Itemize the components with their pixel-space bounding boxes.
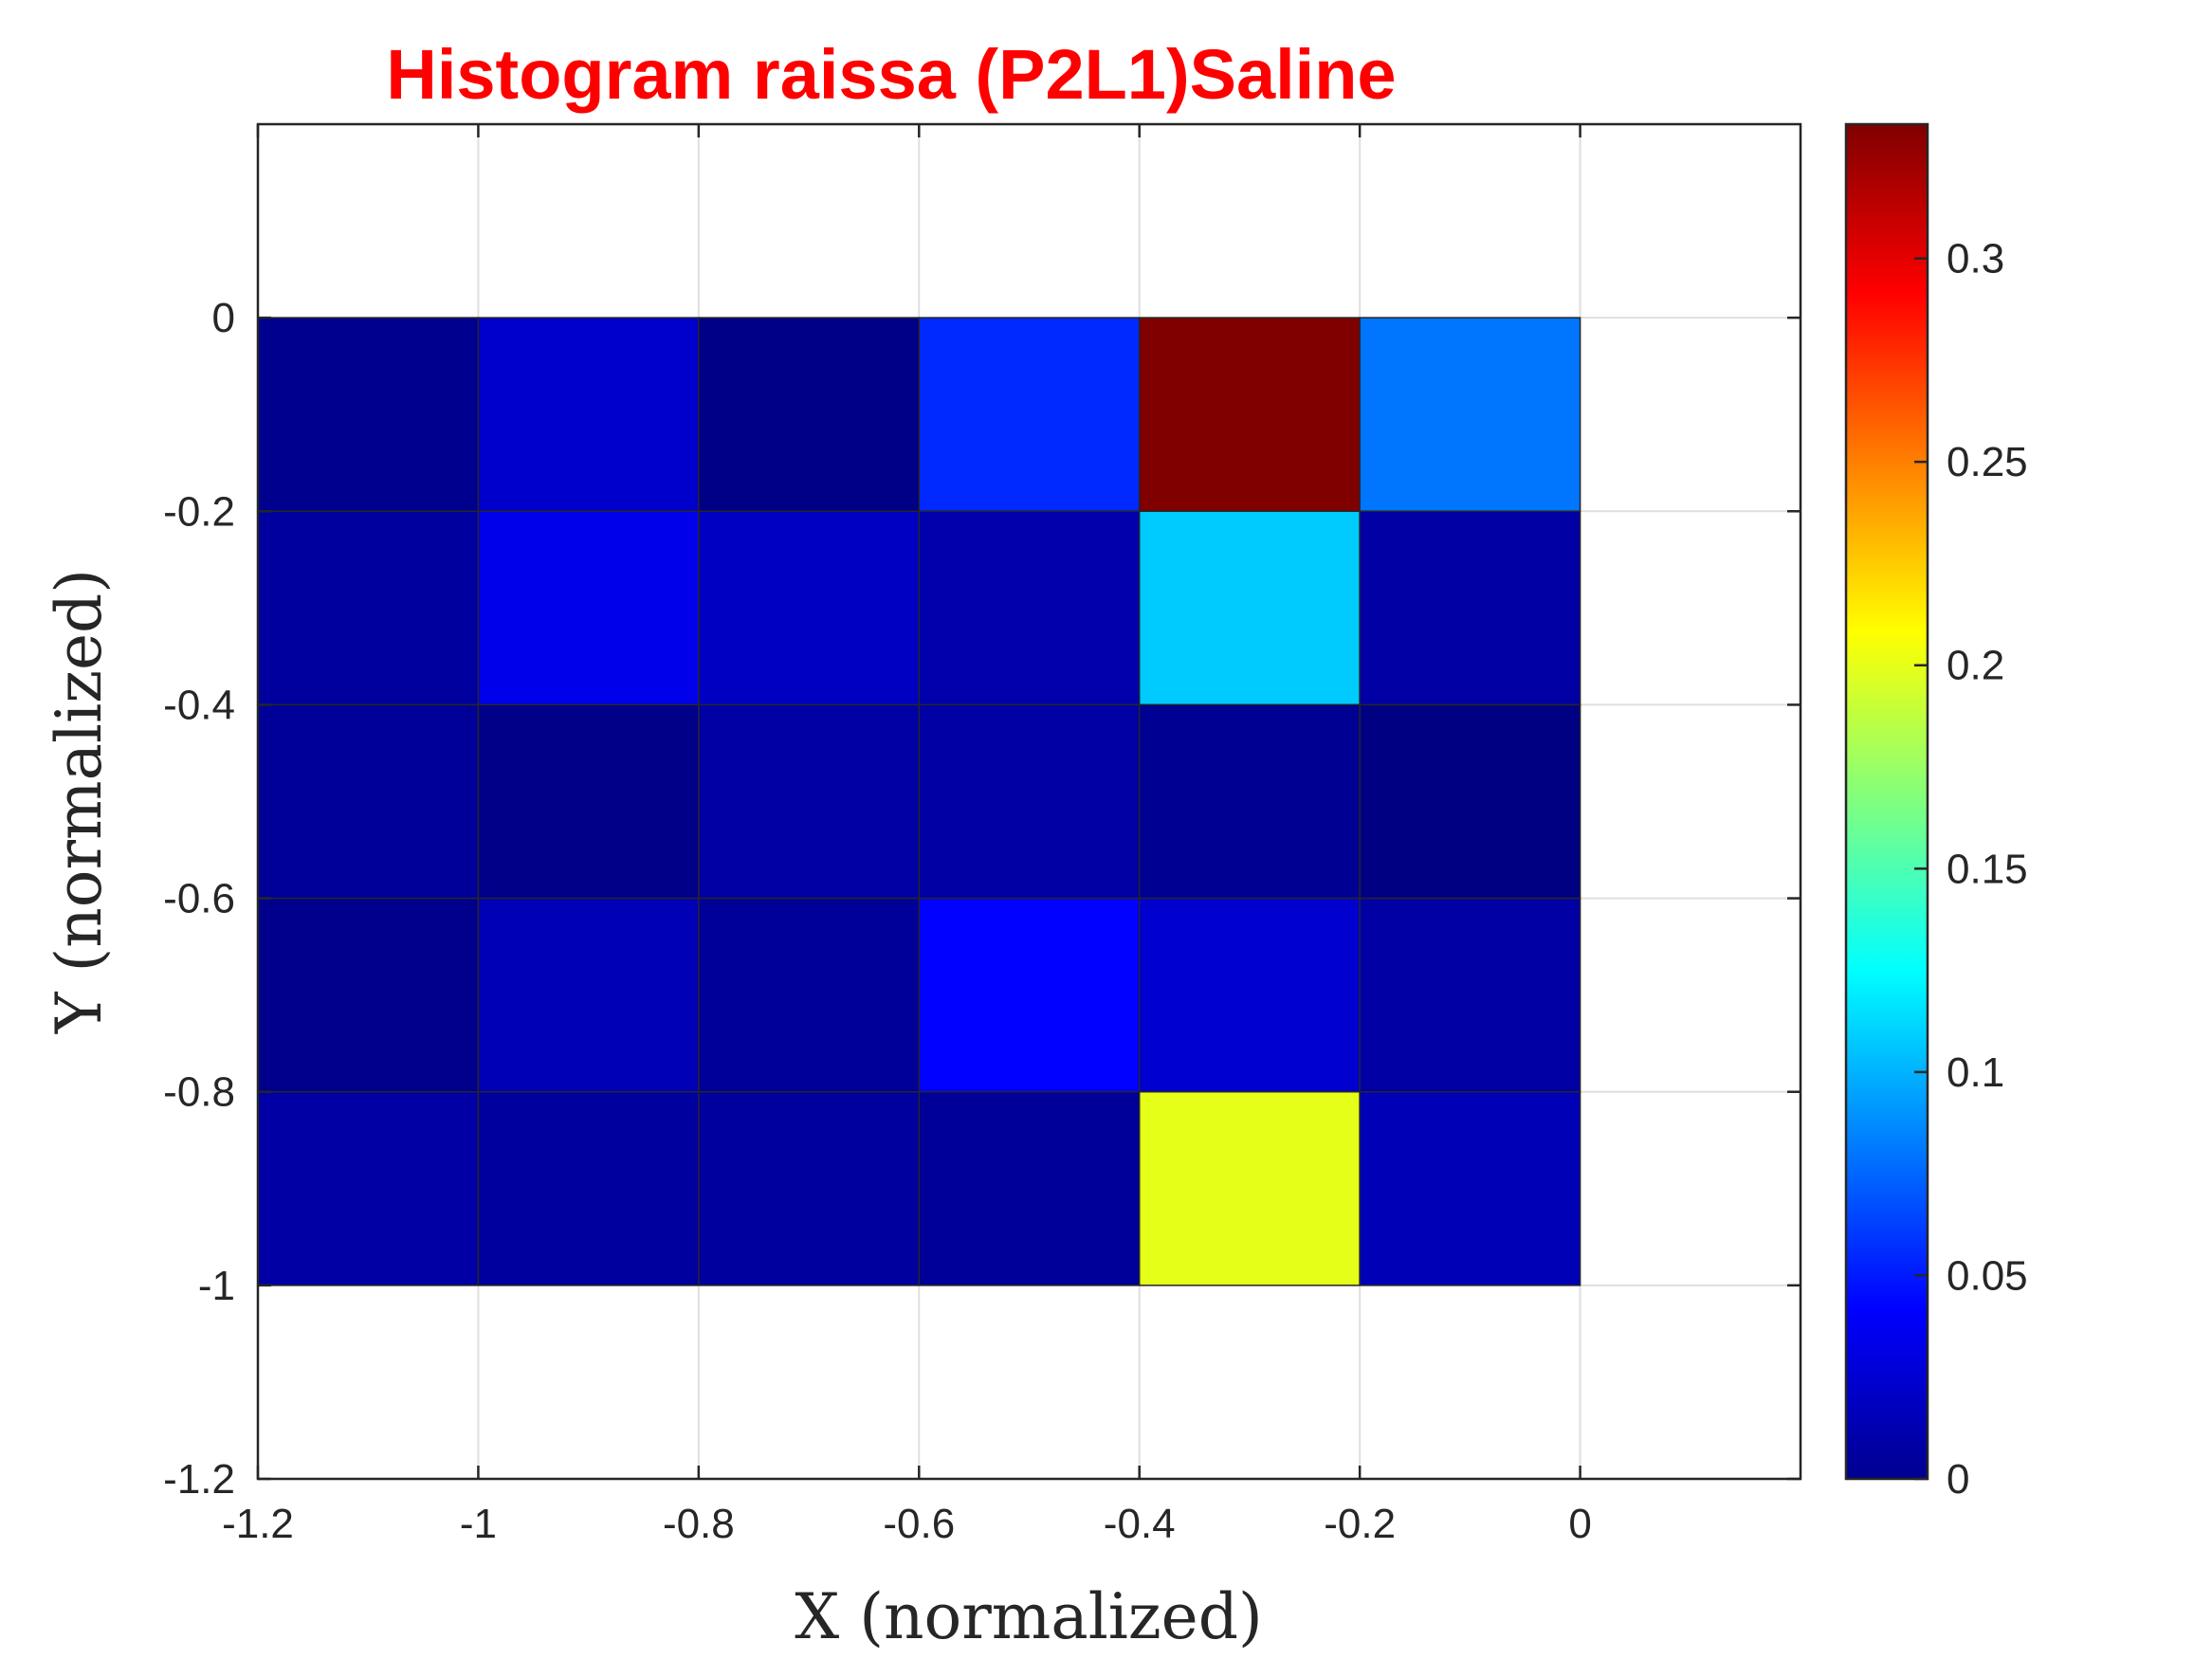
x-tick-label: -0.4 [1104, 1501, 1176, 1547]
heatmap-cell [698, 510, 921, 706]
heatmap-cell [257, 703, 480, 900]
heatmap-cell [918, 1090, 1141, 1286]
heatmap-cell [918, 317, 1141, 513]
plot-frame [256, 122, 1802, 1481]
colorbar-tick-label: 0.3 [1947, 236, 2004, 283]
colorbar-tick-label: 0.05 [1947, 1252, 2028, 1299]
heatmap-cell [1359, 1090, 1581, 1286]
x-tick-label: 0 [1568, 1501, 1591, 1547]
colorbar-ticks: 0 0.05 0.1 0.15 0.2 0.25 0.3 [1914, 236, 2028, 1503]
heatmap-cell [1138, 897, 1361, 1093]
heatmap-cell [257, 897, 480, 1093]
colorbar-tick-label: 0.1 [1947, 1049, 2004, 1096]
heatmap-cell [698, 1090, 921, 1286]
y-tick-label: -1.2 [163, 1456, 235, 1503]
heatmap-cell [1138, 703, 1361, 900]
heatmap-cell [698, 703, 921, 900]
heatmap-cell [1359, 510, 1581, 706]
heatmap-cell [1359, 703, 1581, 900]
y-axis-label: Y (normalized) [43, 569, 116, 1034]
heatmap-cell [477, 510, 700, 706]
heatmap-cell [257, 510, 480, 706]
heatmap-cell [1138, 317, 1361, 513]
x-tick-label: -0.2 [1324, 1501, 1396, 1547]
y-tick-label: -0.6 [163, 876, 235, 922]
heatmap-cell [918, 510, 1141, 706]
x-tick-labels: -1.2 -1 -0.8 -0.6 -0.4 -0.2 0 [222, 1501, 1592, 1547]
heatmap-cell [1359, 317, 1581, 513]
y-tick-label: -0.8 [163, 1069, 235, 1116]
y-tick-labels: -1.2 -1 -0.8 -0.6 -0.4 -0.2 0 [163, 295, 235, 1503]
colorbar-tick-label: 0 [1947, 1456, 1969, 1503]
colorbar-tick-label: 0.2 [1947, 643, 2004, 689]
heatmap-cell [698, 897, 921, 1093]
colorbar [1844, 122, 1929, 1481]
heatmap-cell [477, 897, 700, 1093]
x-axis-label: X (normalized) [795, 1580, 1263, 1653]
heatmap-cell [257, 1090, 480, 1286]
heatmap-cell [918, 703, 1141, 900]
colorbar-tick-label: 0.15 [1947, 846, 2028, 892]
x-tick-label: -1.2 [222, 1501, 294, 1547]
y-tick-label: -0.4 [163, 682, 235, 728]
heatmap-cell [698, 317, 921, 513]
colorbar-tick-label: 0.25 [1947, 439, 2028, 485]
x-tick-label: -0.6 [883, 1501, 955, 1547]
chart-title: Histogram raissa (P2L1)Saline [386, 35, 1396, 114]
heatmap-cell [477, 317, 700, 513]
heatmap-cell [257, 317, 480, 513]
y-tick-label: 0 [212, 295, 235, 341]
y-tick-label: -1 [198, 1263, 235, 1309]
heatmap-cells [257, 317, 1581, 1286]
heatmap-cell [918, 897, 1141, 1093]
heatmap-cell [477, 1090, 700, 1286]
x-tick-label: -0.8 [663, 1501, 735, 1547]
heatmap-cell [1359, 897, 1581, 1093]
heatmap-cell [1138, 510, 1361, 706]
heatmap-cell [1138, 1090, 1361, 1286]
y-tick-label: -0.2 [163, 488, 235, 535]
heatmap-cell [477, 703, 700, 900]
x-tick-label: -1 [460, 1501, 497, 1547]
